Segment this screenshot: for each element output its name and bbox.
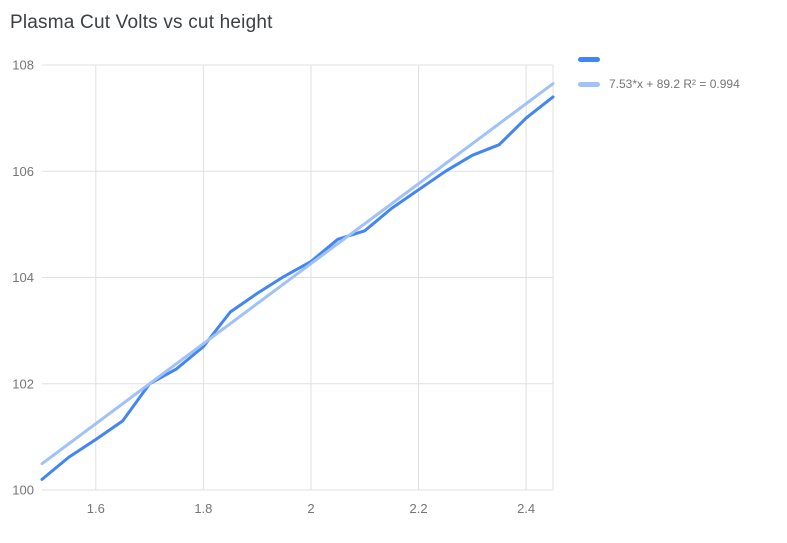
legend-item-series (578, 57, 740, 62)
series-swatch (578, 57, 600, 62)
gridlines (42, 64, 554, 491)
legend: 7.53*x + 89.2 R² = 0.994 (578, 57, 740, 91)
y-axis-tick-label: 108 (12, 58, 34, 73)
y-axis-tick-label: 102 (12, 376, 34, 391)
y-axis-tick-label: 106 (12, 164, 34, 179)
trendline-swatch (578, 81, 600, 87)
trendline (40, 82, 555, 466)
x-axis-tick-label: 2.4 (517, 501, 535, 516)
y-axis-tick-label: 104 (12, 270, 34, 285)
x-axis-tick-label: 1.6 (87, 501, 105, 516)
axis-tick-labels: 100 102 104 106 108 1.6 1.8 2 2.2 2.4 (12, 58, 535, 517)
legend-item-trendline: 7.53*x + 89.2 R² = 0.994 (578, 77, 740, 91)
y-axis-tick-label: 100 (12, 483, 34, 498)
series-line (40, 95, 555, 481)
x-axis-tick-label: 2.2 (409, 501, 427, 516)
x-axis-tick-label: 1.8 (194, 501, 212, 516)
trendline-label: 7.53*x + 89.2 R² = 0.994 (609, 77, 740, 91)
x-axis-tick-label: 2 (307, 501, 314, 516)
chart-title: Plasma Cut Volts vs cut height (10, 12, 273, 33)
